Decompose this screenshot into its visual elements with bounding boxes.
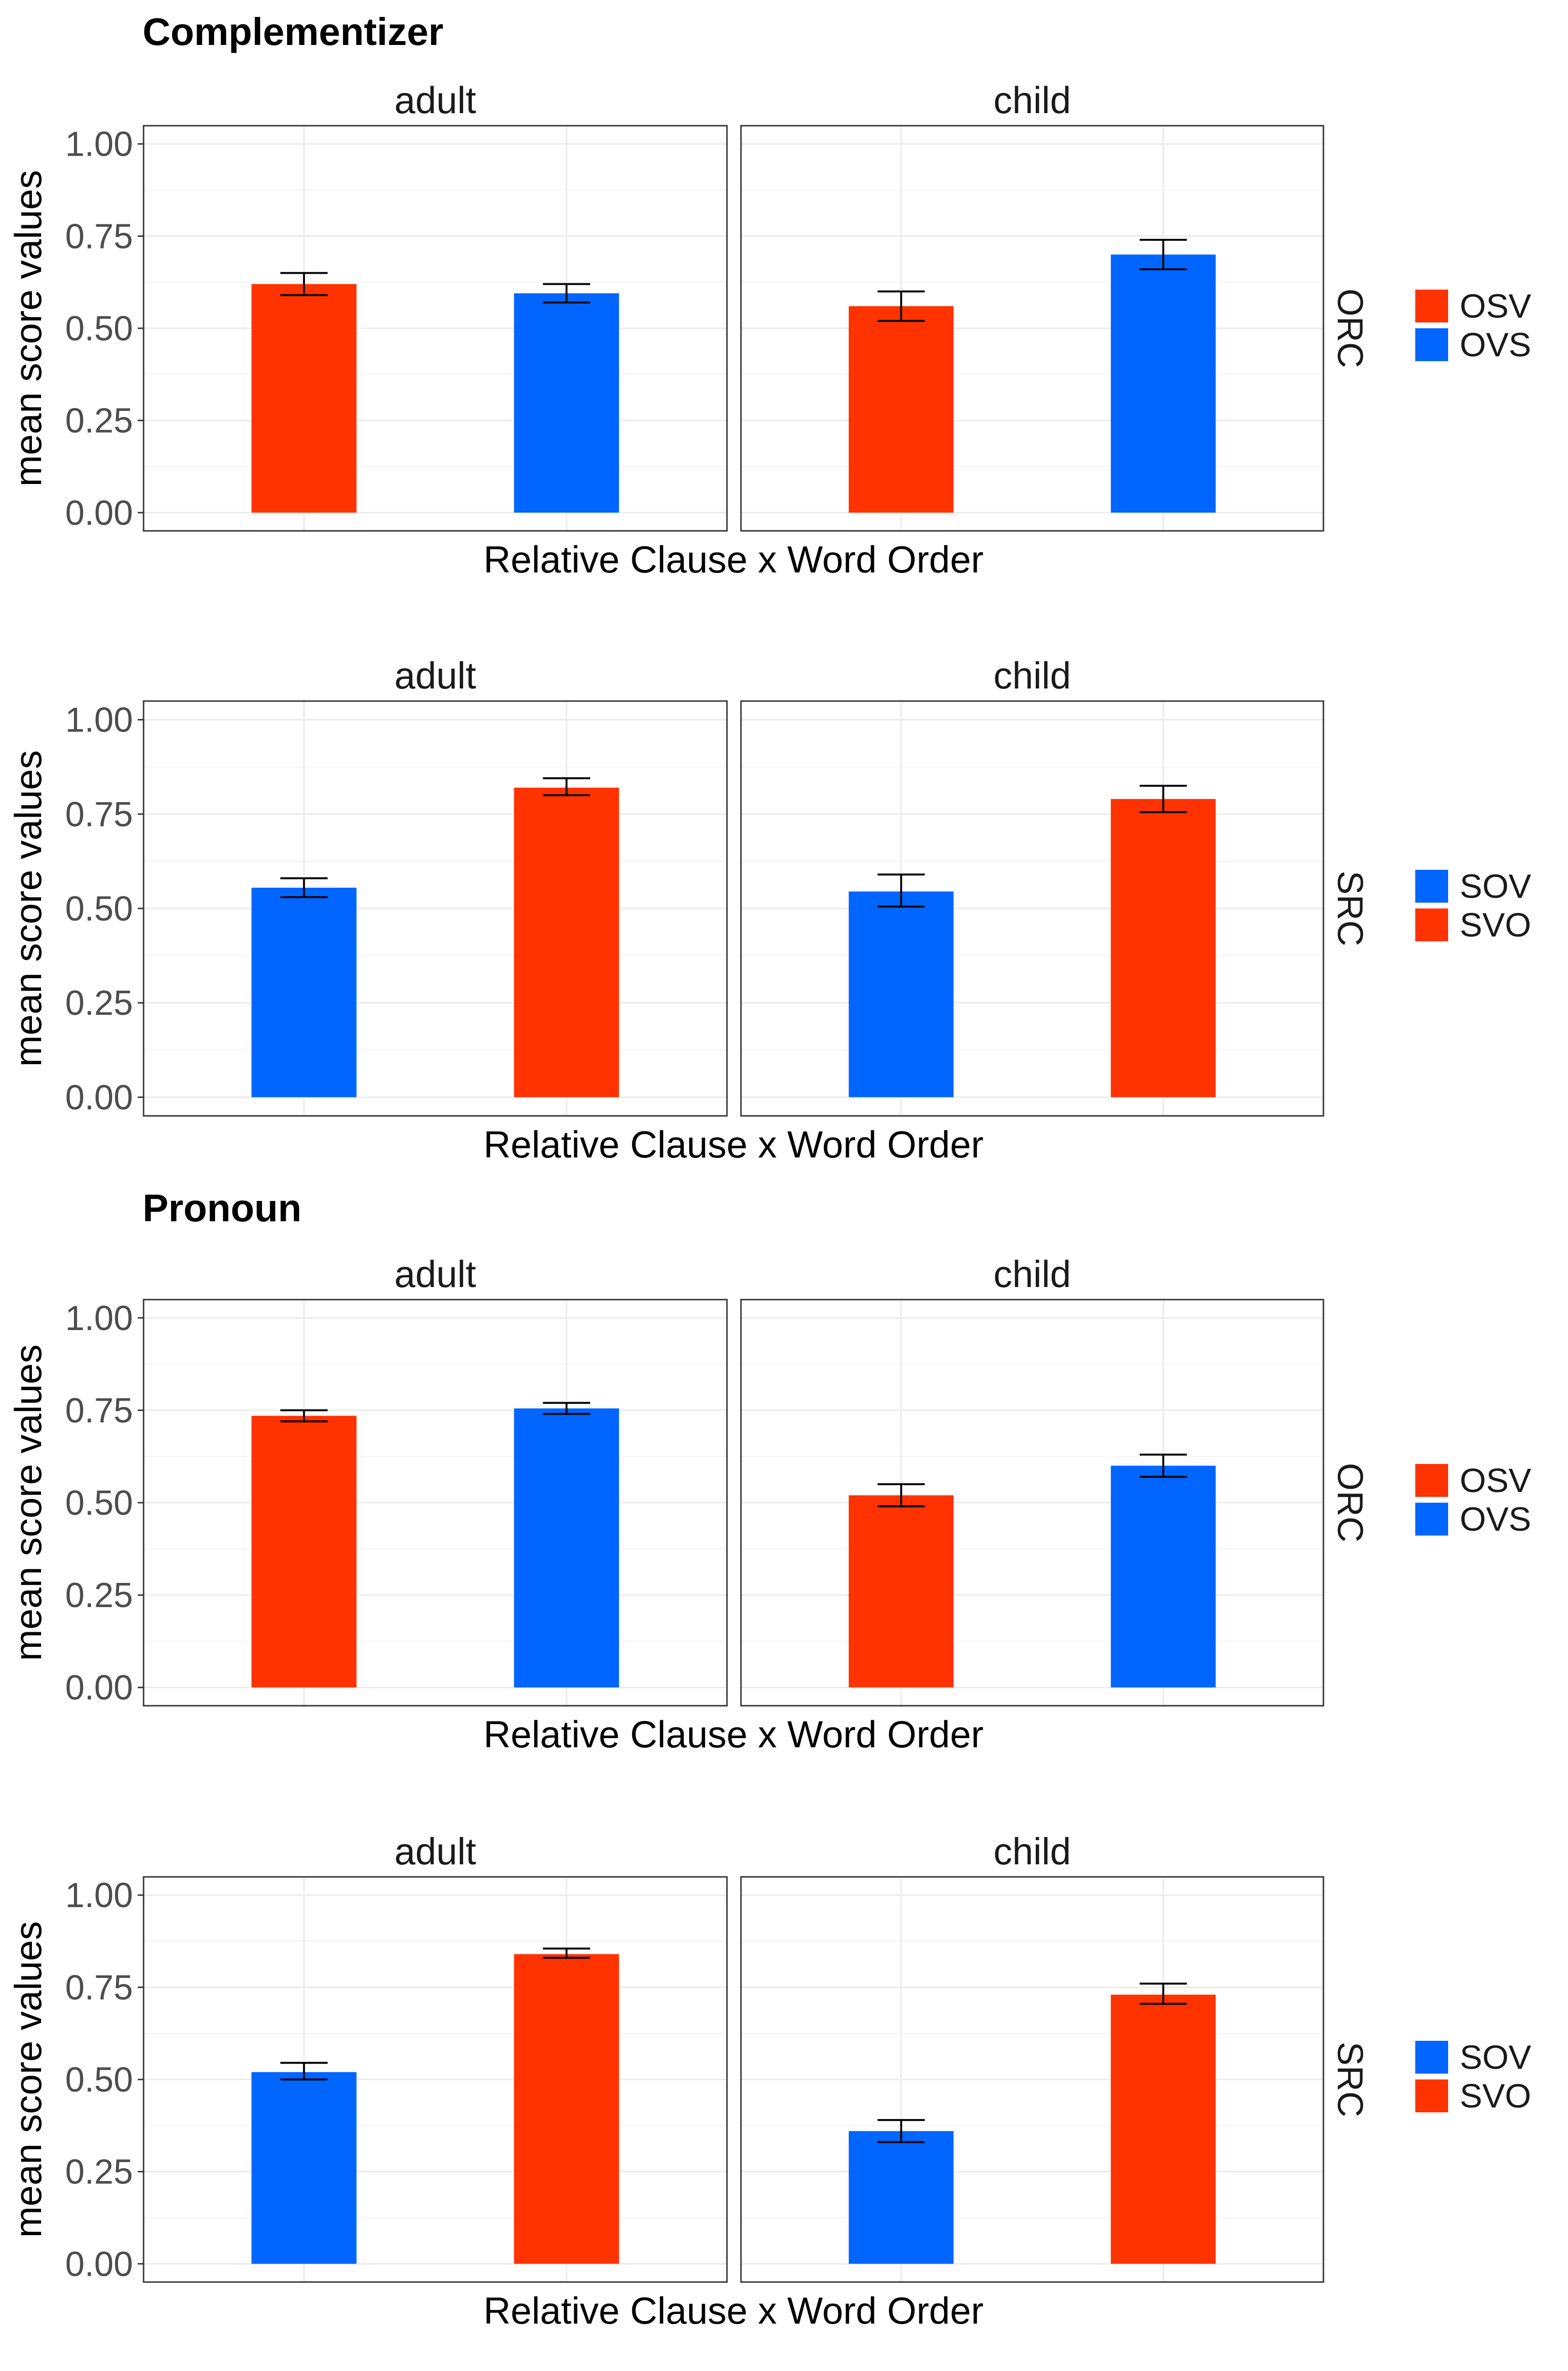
bar-osv [848, 306, 954, 513]
legend-key-ovs [1415, 1503, 1448, 1536]
facet-row-label: ORC [1330, 289, 1370, 368]
x-axis-title: Relative Clause x Word Order [483, 2289, 984, 2332]
strip-label-child: child [993, 1830, 1071, 1873]
legend-label-ovs: OVS [1460, 1500, 1531, 1538]
y-axis-title: mean score values [7, 1921, 49, 2238]
panel-adult: adult [143, 1830, 728, 2283]
legend-key-svo [1415, 908, 1448, 941]
legend-key-sov [1415, 2041, 1448, 2074]
y-tick-label: 0.50 [65, 309, 133, 348]
bar-svo [514, 788, 619, 1098]
chart-3: adult child 0.00 0.25 0.50 0.75 1.00 mean score… [7, 1830, 1531, 2332]
panel-adult: adult [143, 1253, 728, 1707]
legend-label-osv: OSV [1460, 287, 1531, 325]
y-tick-label: 0.50 [65, 2061, 133, 2099]
y-axis-title: mean score values [7, 750, 49, 1067]
bar-osv [251, 284, 357, 513]
panel-border [740, 125, 1324, 532]
bar-ovs [514, 293, 619, 513]
bar-svo [1111, 1994, 1216, 2264]
legend-key-ovs [1415, 328, 1448, 361]
y-tick-label: 0.00 [65, 494, 133, 532]
chart-1: adult child 0.00 0.25 0.50 0.75 1.00 mean score… [7, 654, 1531, 1166]
y-tick-label: 0.75 [65, 795, 133, 834]
chart-2: adult child 0.00 0.25 0.50 0.75 1.00 mean score… [7, 1253, 1531, 1756]
strip-label-adult: adult [394, 654, 476, 697]
x-axis-title: Relative Clause x Word Order [483, 1123, 984, 1166]
y-tick-label: 0.25 [65, 1576, 133, 1615]
strip-label-child: child [993, 654, 1071, 697]
facet-row-label: SRC [1330, 2042, 1370, 2117]
panel-child: child [740, 1830, 1324, 2283]
charts-container: adult child 0.00 0.25 0.50 0.75 1.00 mean score… [7, 79, 1531, 2332]
bar-sov [848, 891, 954, 1098]
legend-key-sov [1415, 870, 1448, 903]
y-tick-label: 0.50 [65, 890, 133, 928]
chart-0: adult child 0.00 0.25 0.50 0.75 1.00 mean score… [7, 79, 1531, 581]
legend-key-osv [1415, 1464, 1448, 1497]
panel-border [740, 1876, 1324, 2283]
legend-label-svo: SVO [1460, 906, 1531, 944]
facet-row-label: SRC [1330, 871, 1370, 946]
y-tick-label: 1.00 [65, 125, 133, 164]
strip-label-child: child [993, 79, 1071, 121]
y-tick-label: 0.00 [65, 1078, 133, 1117]
strip-label-adult: adult [394, 1830, 476, 1873]
y-tick-label: 0.75 [65, 1391, 133, 1430]
legend-label-ovs: OVS [1460, 326, 1531, 364]
panel-adult: adult [143, 79, 728, 532]
legend-label-svo: SVO [1460, 2077, 1531, 2115]
y-tick-label: 0.00 [65, 2245, 133, 2283]
section-title-complementizer: Complementizer [143, 10, 443, 53]
y-tick-label: 1.00 [65, 1299, 133, 1338]
bar-ovs [1111, 1465, 1216, 1688]
y-tick-label: 0.00 [65, 1668, 133, 1707]
bar-svo [514, 1954, 619, 2264]
y-tick-label: 0.75 [65, 1968, 133, 2007]
y-axis-title: mean score values [7, 1345, 49, 1661]
legend-key-svo [1415, 2079, 1448, 2112]
y-tick-label: 0.25 [65, 984, 133, 1023]
legend-key-osv [1415, 290, 1448, 322]
legend-label-osv: OSV [1460, 1462, 1531, 1499]
panel-border [740, 1299, 1324, 1707]
strip-label-adult: adult [394, 79, 476, 121]
y-tick-label: 0.25 [65, 402, 133, 440]
y-tick-label: 0.25 [65, 2153, 133, 2192]
bar-svo [1111, 799, 1216, 1098]
panel-child: child [740, 1253, 1324, 1707]
strip-label-child: child [993, 1253, 1071, 1295]
legend-label-sov: SOV [1460, 2038, 1531, 2076]
facet-row-label: ORC [1330, 1463, 1370, 1542]
y-tick-label: 0.75 [65, 217, 133, 256]
y-tick-label: 1.00 [65, 701, 133, 740]
panel-child: child [740, 654, 1324, 1117]
bar-ovs [514, 1408, 619, 1688]
y-tick-label: 0.50 [65, 1484, 133, 1522]
panel-child: child [740, 79, 1324, 532]
bar-sov [251, 888, 357, 1098]
bar-sov [251, 2072, 357, 2264]
bar-osv [848, 1495, 954, 1688]
bar-osv [251, 1416, 357, 1688]
x-axis-title: Relative Clause x Word Order [483, 1713, 984, 1756]
y-axis-title: mean score values [7, 170, 49, 487]
x-axis-title: Relative Clause x Word Order [483, 538, 984, 581]
bar-sov [848, 2131, 954, 2264]
legend-label-sov: SOV [1460, 867, 1531, 905]
bar-ovs [1111, 254, 1216, 513]
panel-adult: adult [143, 654, 728, 1117]
y-tick-label: 1.00 [65, 1876, 133, 1915]
panel-border [740, 700, 1324, 1117]
section-title-pronoun: Pronoun [143, 1186, 302, 1229]
strip-label-adult: adult [394, 1253, 476, 1295]
